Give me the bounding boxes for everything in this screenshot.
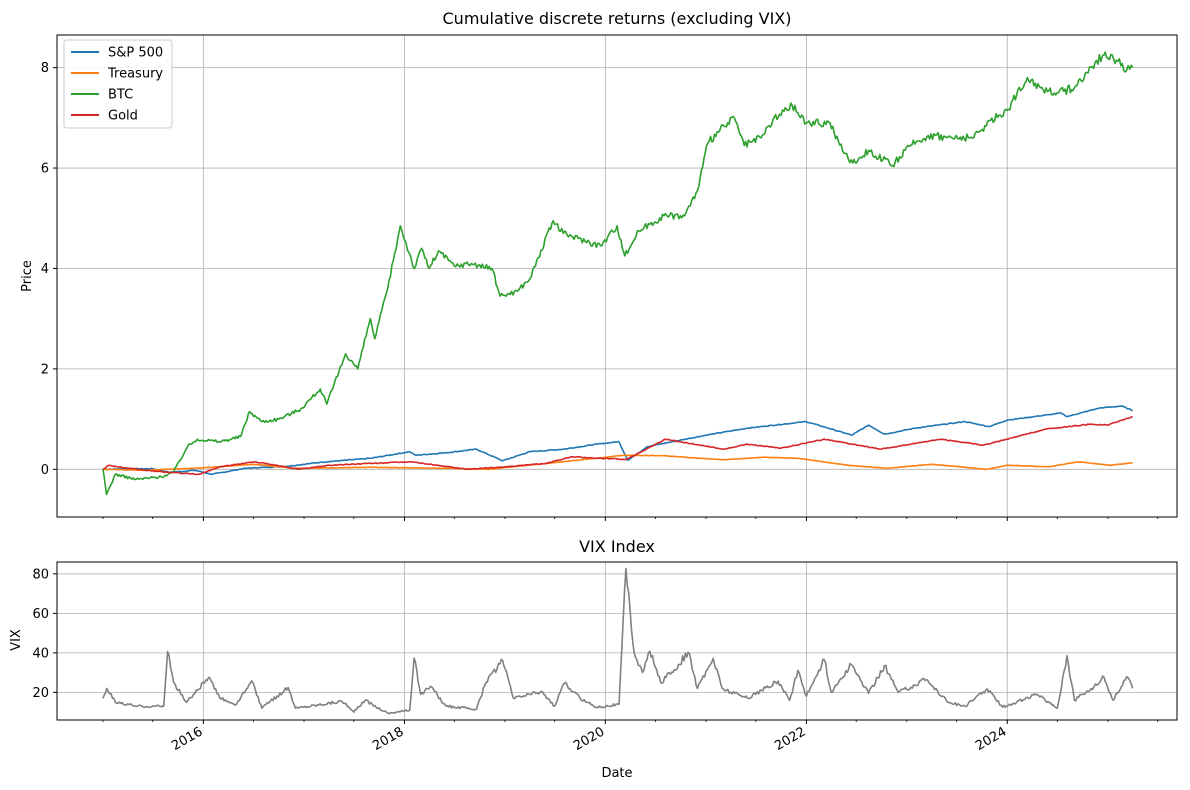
y-tick-label: 20 bbox=[32, 686, 49, 701]
legend: S&P 500 Treasury BTC Gold bbox=[63, 39, 173, 129]
returns-series-lines bbox=[102, 51, 1134, 496]
legend-label: BTC bbox=[108, 88, 133, 103]
legend-label: Gold bbox=[108, 109, 138, 124]
returns-y-ticks: 0 2 4 6 8 bbox=[41, 61, 57, 478]
y-tick-label: 0 bbox=[41, 463, 49, 478]
vix-title: VIX Index bbox=[579, 537, 655, 556]
series-line-gold bbox=[102, 415, 1133, 476]
y-tick-label: 40 bbox=[32, 646, 49, 661]
legend-label: S&P 500 bbox=[108, 46, 163, 61]
series-line-treasury bbox=[102, 454, 1133, 472]
vix-axes-frame bbox=[56, 561, 1178, 721]
y-tick-label: 80 bbox=[32, 567, 49, 582]
legend-box bbox=[63, 39, 173, 129]
vix-series-lines bbox=[102, 567, 1134, 715]
vix-y-ticks: 20 40 60 80 bbox=[32, 567, 57, 701]
y-tick-label: 4 bbox=[41, 262, 49, 277]
y-tick-label: 2 bbox=[41, 362, 49, 377]
returns-panel: Cumulative discrete returns (excluding V… bbox=[20, 9, 1178, 521]
legend-label: Treasury bbox=[107, 67, 163, 82]
vix-ylabel: VIX bbox=[9, 629, 24, 651]
y-tick-label: 6 bbox=[41, 162, 49, 177]
returns-title: Cumulative discrete returns (excluding V… bbox=[443, 9, 792, 28]
series-line-btc bbox=[102, 51, 1134, 496]
returns-axes-frame bbox=[56, 34, 1178, 518]
series-line-vix bbox=[102, 567, 1134, 715]
vix-xlabel: Date bbox=[601, 766, 632, 781]
y-tick-label: 8 bbox=[41, 61, 49, 76]
y-tick-label: 60 bbox=[32, 607, 49, 622]
returns-ylabel: Price bbox=[20, 260, 35, 292]
